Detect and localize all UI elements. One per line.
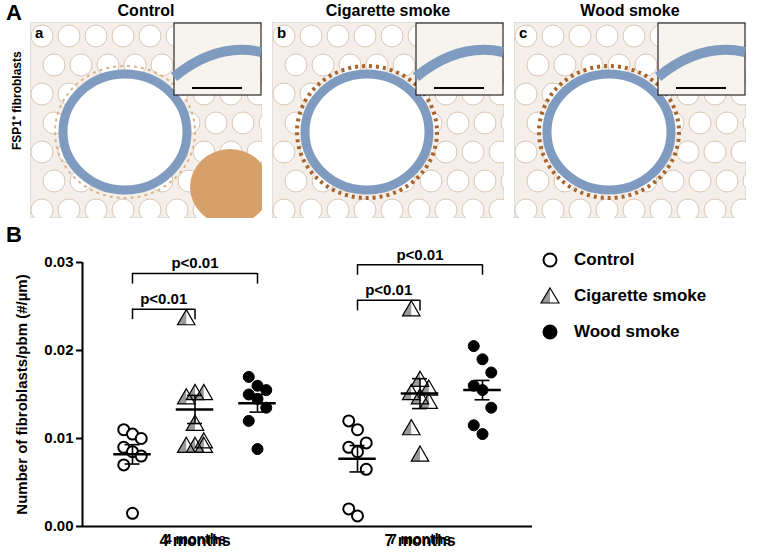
html-text:B: B — [6, 222, 22, 247]
svg-text:0.01: 0.01 — [44, 429, 73, 446]
svg-text:7 months: 7 months — [384, 532, 455, 549]
html-text:b: b — [277, 24, 287, 41]
svg-text:p<0.01: p<0.01 — [396, 246, 443, 263]
svg-text:p<0.01: p<0.01 — [140, 290, 187, 307]
html-text:FSP1⁺ fibroblasts: FSP1⁺ fibroblasts — [10, 51, 24, 150]
html-text:Cigarette smoke: Cigarette smoke — [325, 2, 451, 19]
html-text:c: c — [519, 24, 528, 41]
html-text:a: a — [35, 24, 44, 41]
html-text:Wood smoke: Wood smoke — [574, 322, 680, 341]
svg-text:Number of fibroblasts/pbm (#/µ: Number of fibroblasts/pbm (#/µm) — [13, 274, 30, 514]
svg-text:p<0.01: p<0.01 — [171, 254, 218, 271]
svg-text:4 months: 4 months — [159, 532, 230, 549]
html-text:Wood smoke: Wood smoke — [580, 2, 680, 19]
html-text:Cigarette smoke: Cigarette smoke — [574, 286, 707, 305]
html-text:A: A — [6, 0, 22, 25]
svg-text:p<0.01: p<0.01 — [365, 281, 412, 298]
svg-text:0.00: 0.00 — [44, 517, 73, 534]
html-text:Control: Control — [117, 2, 175, 19]
svg-text:0.03: 0.03 — [44, 253, 73, 270]
html-text:Control: Control — [574, 250, 635, 269]
svg-text:0.02: 0.02 — [44, 341, 73, 358]
